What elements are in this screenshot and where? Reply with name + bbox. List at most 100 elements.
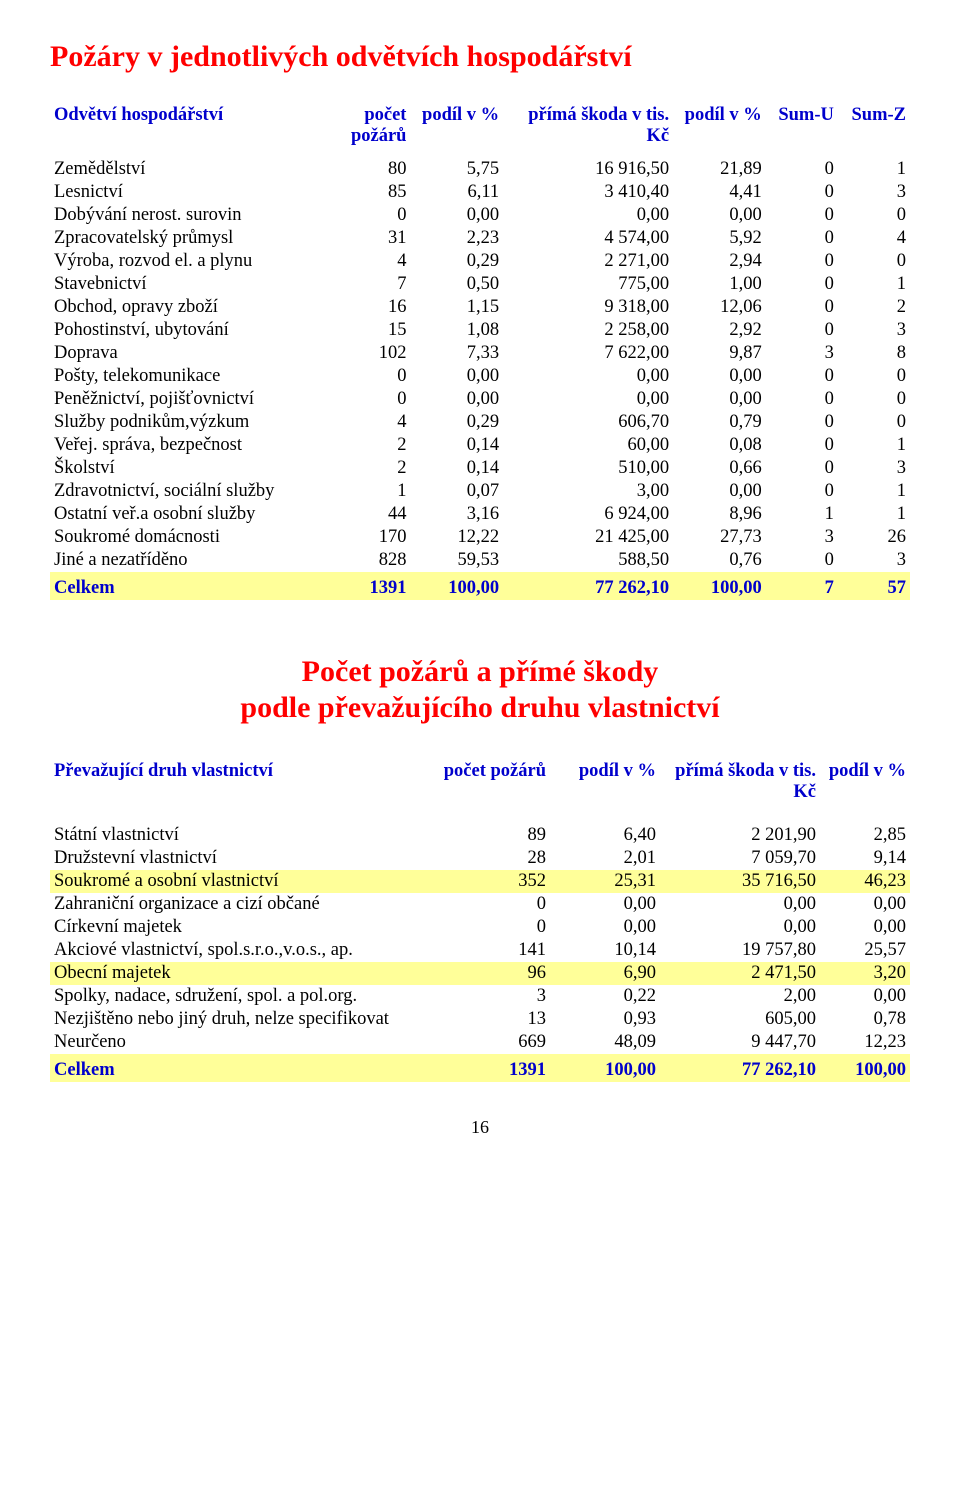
cell: 0,00 xyxy=(410,365,503,388)
table-row: Zahraniční organizace a cizí občané00,00… xyxy=(50,893,910,916)
cell: 1 xyxy=(766,503,838,526)
table-row: Obecní majetek966,902 471,503,20 xyxy=(50,962,910,985)
cell: Družstevní vlastnictví xyxy=(50,847,430,870)
cell: 1 xyxy=(838,434,910,457)
cell: 16 916,50 xyxy=(503,158,673,181)
cell: 21,89 xyxy=(673,158,766,181)
cell: 0,00 xyxy=(820,916,910,939)
cell: 31 xyxy=(338,227,410,250)
cell: 0 xyxy=(338,204,410,227)
th2-ownership: Převažující druh vlastnictví xyxy=(50,760,430,804)
cell: Neurčeno xyxy=(50,1031,430,1054)
cell: Školství xyxy=(50,457,338,480)
cell: 15 xyxy=(338,319,410,342)
cell: 0,76 xyxy=(673,549,766,572)
cell: Akciové vlastnictví, spol.s.r.o.,v.o.s.,… xyxy=(50,939,430,962)
cell: 2 xyxy=(338,434,410,457)
total2-label: Celkem xyxy=(50,1054,430,1082)
cell: Lesnictví xyxy=(50,181,338,204)
cell: 2,94 xyxy=(673,250,766,273)
th-count: počet požárů xyxy=(338,104,410,148)
cell: 3 410,40 xyxy=(503,181,673,204)
ownership-table: Převažující druh vlastnictví počet požár… xyxy=(50,760,910,1082)
cell: 0,78 xyxy=(820,1008,910,1031)
cell: 0,14 xyxy=(410,457,503,480)
cell: 48,09 xyxy=(550,1031,660,1054)
cell: 0,00 xyxy=(820,893,910,916)
cell: 60,00 xyxy=(503,434,673,457)
cell: Stavebnictví xyxy=(50,273,338,296)
cell: 3 xyxy=(838,549,910,572)
cell: 6 924,00 xyxy=(503,503,673,526)
cell: 25,31 xyxy=(550,870,660,893)
cell: 7 xyxy=(338,273,410,296)
cell: 5,75 xyxy=(410,158,503,181)
cell: 3,00 xyxy=(503,480,673,503)
cell: 0 xyxy=(766,365,838,388)
th-damage: přímá škoda v tis. Kč xyxy=(503,104,673,148)
cell: 2 258,00 xyxy=(503,319,673,342)
cell: 0 xyxy=(766,388,838,411)
cell: 0,00 xyxy=(673,480,766,503)
cell: 0,00 xyxy=(660,916,820,939)
cell: Dobývání nerost. surovin xyxy=(50,204,338,227)
cell: 8,96 xyxy=(673,503,766,526)
cell: Služby podnikům,výzkum xyxy=(50,411,338,434)
cell: 0 xyxy=(766,411,838,434)
cell: 3,20 xyxy=(820,962,910,985)
total-sumz: 57 xyxy=(838,572,910,600)
table-row: Pohostinství, ubytování151,082 258,002,9… xyxy=(50,319,910,342)
table-row: Neurčeno66948,099 447,7012,23 xyxy=(50,1031,910,1054)
total-count: 1391 xyxy=(338,572,410,600)
cell: 0 xyxy=(838,204,910,227)
cell: 10,14 xyxy=(550,939,660,962)
table-row: Doprava1027,337 622,009,8738 xyxy=(50,342,910,365)
cell: 0,29 xyxy=(410,250,503,273)
cell: 1 xyxy=(838,503,910,526)
th2-damage: přímá škoda v tis. Kč xyxy=(660,760,820,804)
table-row: Spolky, nadace, sdružení, spol. a pol.or… xyxy=(50,985,910,1008)
cell: 2 xyxy=(838,296,910,319)
cell: 12,06 xyxy=(673,296,766,319)
th-sumu: Sum-U xyxy=(766,104,838,148)
cell: 3 xyxy=(838,457,910,480)
table-row: Státní vlastnictví896,402 201,902,85 xyxy=(50,824,910,847)
cell: 2 201,90 xyxy=(660,824,820,847)
cell: 606,70 xyxy=(503,411,673,434)
table-row: Dobývání nerost. surovin00,000,000,0000 xyxy=(50,204,910,227)
cell: 0 xyxy=(766,480,838,503)
cell: 0 xyxy=(766,273,838,296)
cell: 605,00 xyxy=(660,1008,820,1031)
cell: 0 xyxy=(766,227,838,250)
cell: 588,50 xyxy=(503,549,673,572)
cell: 0 xyxy=(838,250,910,273)
cell: 96 xyxy=(430,962,550,985)
th-share1: podíl v % xyxy=(410,104,503,148)
sector-table: Odvětví hospodářství počet požárů podíl … xyxy=(50,104,910,600)
cell: 4,41 xyxy=(673,181,766,204)
cell: 35 716,50 xyxy=(660,870,820,893)
cell: 3 xyxy=(766,342,838,365)
cell: 5,92 xyxy=(673,227,766,250)
cell: 2,01 xyxy=(550,847,660,870)
cell: 12,22 xyxy=(410,526,503,549)
cell: 0 xyxy=(430,916,550,939)
cell: 1 xyxy=(838,273,910,296)
cell: 0 xyxy=(766,158,838,181)
table-row: Zpracovatelský průmysl312,234 574,005,92… xyxy=(50,227,910,250)
cell: 0 xyxy=(766,457,838,480)
sub-heading-line2: podle převažujícího druhu vlastnictví xyxy=(50,691,910,725)
cell: 0,93 xyxy=(550,1008,660,1031)
cell: 0,66 xyxy=(673,457,766,480)
cell: 510,00 xyxy=(503,457,673,480)
sub-heading-line1: Počet požárů a přímé škody xyxy=(50,655,910,689)
cell: 28 xyxy=(430,847,550,870)
table-row: Výroba, rozvod el. a plynu40,292 271,002… xyxy=(50,250,910,273)
table-row: Ostatní veř.a osobní služby443,166 924,0… xyxy=(50,503,910,526)
cell: 0 xyxy=(766,319,838,342)
cell: 0 xyxy=(766,250,838,273)
cell: 0 xyxy=(766,296,838,319)
page-number: 16 xyxy=(50,1117,910,1138)
cell: 0,00 xyxy=(673,388,766,411)
cell: Soukromé domácnosti xyxy=(50,526,338,549)
